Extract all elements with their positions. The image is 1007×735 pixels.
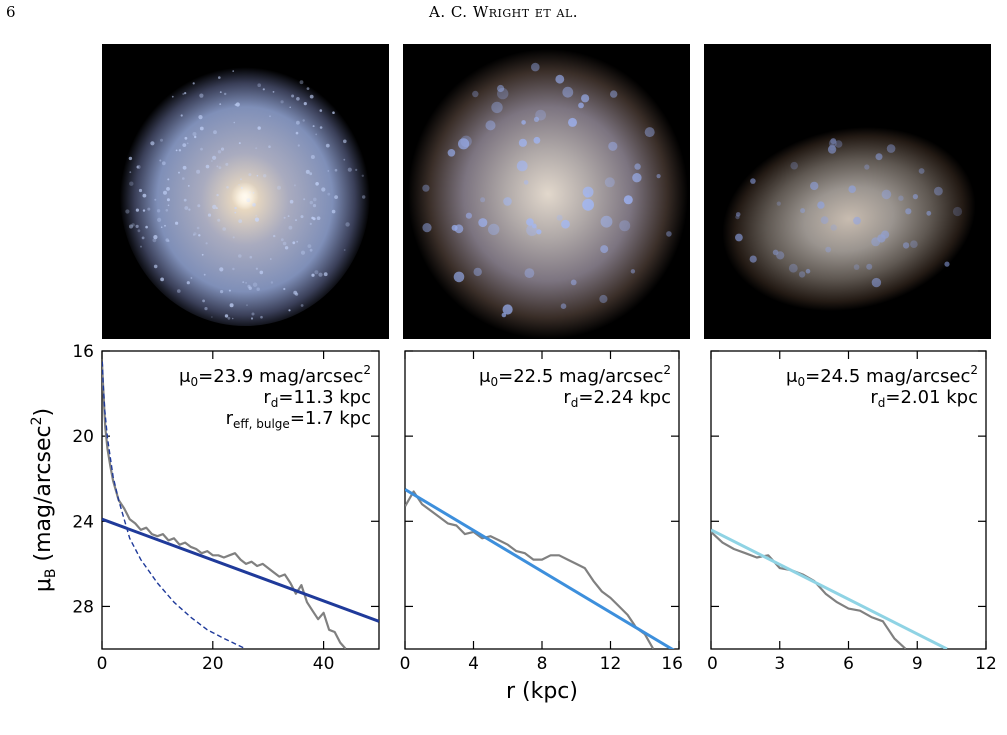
page-number: 6 — [6, 3, 16, 21]
x-tick-label: 3 — [774, 654, 785, 674]
annotation-rd: rd=2.24 kpc — [563, 387, 671, 410]
x-tick-label: 0 — [707, 654, 718, 674]
x-tick-label: 4 — [468, 654, 479, 674]
series-bulge_fit — [102, 361, 247, 649]
annotation-rd: rd=11.3 kpc — [263, 387, 371, 410]
x-tick-label: 0 — [400, 654, 411, 674]
series-disc_fit — [711, 528, 948, 649]
y-tick-label: 16 — [72, 342, 94, 362]
y-tick-label: 24 — [72, 512, 94, 532]
series-disc_fit — [102, 517, 379, 623]
x-tick-label: 20 — [202, 654, 224, 674]
galaxy-image-1 — [102, 44, 389, 339]
y-tick-label: 20 — [72, 427, 94, 447]
x-tick-label: 0 — [97, 654, 108, 674]
plot-frame — [101, 350, 380, 650]
x-tick-label: 16 — [661, 654, 683, 674]
x-tick-label: 8 — [537, 654, 548, 674]
x-tick-label: 40 — [313, 654, 335, 674]
series-disc_fit — [405, 488, 675, 649]
annotation-mu0: μ0=22.5 mag/arcsec2 — [479, 363, 671, 389]
series-profile — [711, 531, 907, 649]
x-tick-label: 12 — [600, 654, 622, 674]
x-tick-label: 9 — [912, 654, 923, 674]
galaxy-image-2 — [403, 44, 690, 339]
x-axis-label: r (kpc) — [506, 679, 578, 704]
annotation-mu0: μ0=23.9 mag/arcsec2 — [179, 363, 371, 389]
series-profile — [405, 490, 655, 649]
series-profile — [102, 363, 347, 649]
x-tick-label: 6 — [843, 654, 854, 674]
profile-panel-1: 16 20 24 28 0 20 40 μ0=23.9 mag/arcsec2rd=11.3 … — [29, 342, 380, 674]
y-tick-label: 28 — [72, 597, 94, 617]
x-tick-label: 12 — [975, 654, 997, 674]
galaxy-image-3 — [704, 44, 991, 339]
y-axis-label: μB (mag/arcsec2) — [29, 408, 59, 592]
running-head: A. C. Wright et al. — [428, 3, 579, 21]
annotation-rd: rd=2.01 kpc — [870, 387, 978, 410]
annotation-mu0: μ0=24.5 mag/arcsec2 — [786, 363, 978, 389]
annotation-reff-bulge: reff, bulge=1.7 kpc — [226, 408, 371, 431]
